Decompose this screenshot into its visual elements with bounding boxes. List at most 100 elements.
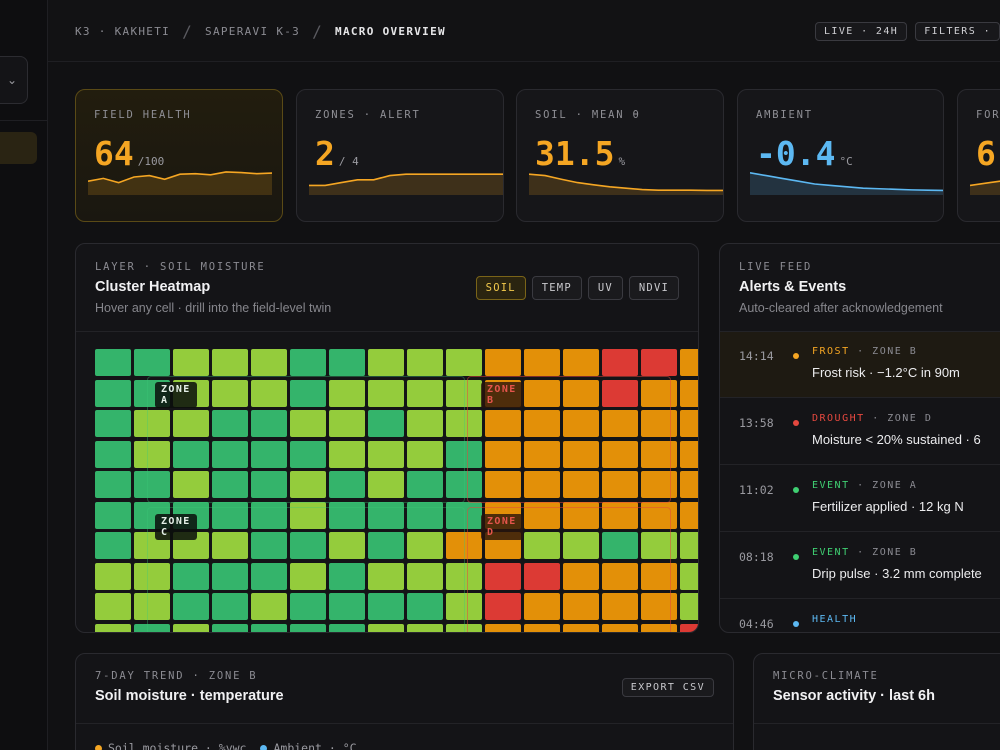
heatmap-cell[interactable] <box>173 593 209 620</box>
heatmap-cell[interactable] <box>251 532 287 559</box>
heatmap-cell[interactable] <box>524 532 560 559</box>
breadcrumb-region[interactable]: K3 · KAKHETI <box>75 25 171 38</box>
heatmap-cell[interactable] <box>212 562 248 590</box>
heatmap-cell[interactable] <box>680 532 698 559</box>
feed-item[interactable]: 13:58 DROUGHT · ZONE D Moisture < 20% su… <box>720 399 1000 465</box>
heatmap-cell[interactable] <box>290 440 326 468</box>
heatmap-cell[interactable] <box>134 562 170 590</box>
kpi-field-health[interactable]: FIELD HEALTH 64/100 <box>75 89 283 222</box>
heatmap-cell[interactable] <box>680 562 698 590</box>
heatmap-cell[interactable] <box>485 349 521 376</box>
heatmap-cell[interactable] <box>680 471 698 498</box>
heatmap-cell[interactable] <box>602 593 638 620</box>
heatmap-cell[interactable] <box>641 349 677 376</box>
heatmap-cell[interactable] <box>524 440 560 468</box>
heatmap-cell[interactable] <box>524 593 560 620</box>
heatmap-cell[interactable] <box>95 532 131 559</box>
heatmap-cell[interactable] <box>134 623 170 632</box>
heatmap-cell[interactable] <box>290 471 326 498</box>
heatmap-cell[interactable] <box>641 471 677 498</box>
heatmap-cell[interactable] <box>95 562 131 590</box>
zone-a-label[interactable]: ZONE A <box>155 382 197 408</box>
heatmap-cell[interactable] <box>329 349 365 376</box>
heatmap-cell[interactable] <box>95 501 131 529</box>
heatmap-cell[interactable] <box>524 410 560 437</box>
layer-uv-button[interactable]: UV <box>587 276 623 300</box>
heatmap-cell[interactable] <box>407 349 443 376</box>
heatmap-cell[interactable] <box>602 440 638 468</box>
heatmap-cell[interactable] <box>290 501 326 529</box>
heatmap-cell[interactable] <box>524 471 560 498</box>
heatmap-cell[interactable] <box>446 379 482 407</box>
heatmap-cell[interactable] <box>368 623 404 632</box>
heatmap-cell[interactable] <box>95 349 131 376</box>
heatmap-cell[interactable] <box>251 562 287 590</box>
heatmap-cell[interactable] <box>368 593 404 620</box>
heatmap-cell[interactable] <box>602 562 638 590</box>
heatmap-cell[interactable] <box>290 379 326 407</box>
feed-item[interactable]: 14:14 FROST · ZONE B Frost risk · −1.2°C… <box>720 332 1000 398</box>
heatmap-cell[interactable] <box>290 532 326 559</box>
heatmap-cell[interactable] <box>290 349 326 376</box>
heatmap-cell[interactable] <box>446 471 482 498</box>
heatmap-cell[interactable] <box>368 562 404 590</box>
layer-ndvi-button[interactable]: NDVI <box>628 276 679 300</box>
heatmap-cell[interactable] <box>251 623 287 632</box>
heatmap-cell[interactable] <box>446 532 482 559</box>
field-selector[interactable]: ⌄ <box>0 56 28 104</box>
heatmap-cell[interactable] <box>446 593 482 620</box>
heatmap-cell[interactable] <box>602 410 638 437</box>
breadcrumb-block[interactable]: SAPERAVI K-3 <box>205 25 301 38</box>
heatmap-cell[interactable] <box>446 501 482 529</box>
heatmap-cell[interactable] <box>251 471 287 498</box>
feed-item[interactable]: 04:46 HEALTH <box>720 600 1000 632</box>
heatmap-cell[interactable] <box>680 379 698 407</box>
heatmap-cell[interactable] <box>602 471 638 498</box>
heatmap-cell[interactable] <box>641 379 677 407</box>
heatmap-cell[interactable] <box>212 593 248 620</box>
heatmap-cell[interactable] <box>524 562 560 590</box>
heatmap-cell[interactable] <box>329 440 365 468</box>
heatmap-cell[interactable] <box>173 349 209 376</box>
heatmap-cell[interactable] <box>290 623 326 632</box>
heatmap-cell[interactable] <box>407 379 443 407</box>
heatmap-cell[interactable] <box>446 562 482 590</box>
heatmap-cell[interactable] <box>641 440 677 468</box>
heatmap-cell[interactable] <box>485 623 521 632</box>
zone-b-label[interactable]: ZONE B <box>481 382 523 408</box>
heatmap-cell[interactable] <box>173 471 209 498</box>
heatmap-cell[interactable] <box>563 593 599 620</box>
heatmap-cell[interactable] <box>134 440 170 468</box>
zone-c-label[interactable]: ZONE C <box>155 514 197 540</box>
heatmap-cell[interactable] <box>329 562 365 590</box>
heatmap-cell[interactable] <box>641 501 677 529</box>
heatmap-cell[interactable] <box>212 379 248 407</box>
heatmap-cell[interactable] <box>251 410 287 437</box>
heatmap-cell[interactable] <box>602 532 638 559</box>
feed-item[interactable]: 11:02 EVENT · ZONE A Fertilizer applied … <box>720 466 1000 532</box>
heatmap-cell[interactable] <box>134 471 170 498</box>
heatmap-cell[interactable] <box>524 623 560 632</box>
heatmap-cell[interactable] <box>134 410 170 437</box>
heatmap-cell[interactable] <box>680 593 698 620</box>
heatmap-cell[interactable] <box>485 562 521 590</box>
heatmap-cell[interactable] <box>446 440 482 468</box>
layer-soil-button[interactable]: SOIL <box>475 276 526 300</box>
kpi-ambient[interactable]: AMBIENT -0.4 °C <box>737 89 944 222</box>
heatmap-cell[interactable] <box>290 593 326 620</box>
heatmap-cell[interactable] <box>641 562 677 590</box>
heatmap-cell[interactable] <box>329 623 365 632</box>
heatmap-cell[interactable] <box>173 440 209 468</box>
heatmap-cell[interactable] <box>680 501 698 529</box>
heatmap-cell[interactable] <box>641 532 677 559</box>
heatmap-cell[interactable] <box>680 440 698 468</box>
heatmap-cell[interactable] <box>563 623 599 632</box>
heatmap-cell[interactable] <box>446 410 482 437</box>
export-csv-button[interactable]: EXPORT CSV <box>621 678 714 697</box>
heatmap-cell[interactable] <box>329 532 365 559</box>
heatmap-cell[interactable] <box>524 501 560 529</box>
heatmap-cell[interactable] <box>524 349 560 376</box>
heatmap-cell[interactable] <box>329 501 365 529</box>
heatmap-cell[interactable] <box>407 562 443 590</box>
heatmap-cell[interactable] <box>407 471 443 498</box>
